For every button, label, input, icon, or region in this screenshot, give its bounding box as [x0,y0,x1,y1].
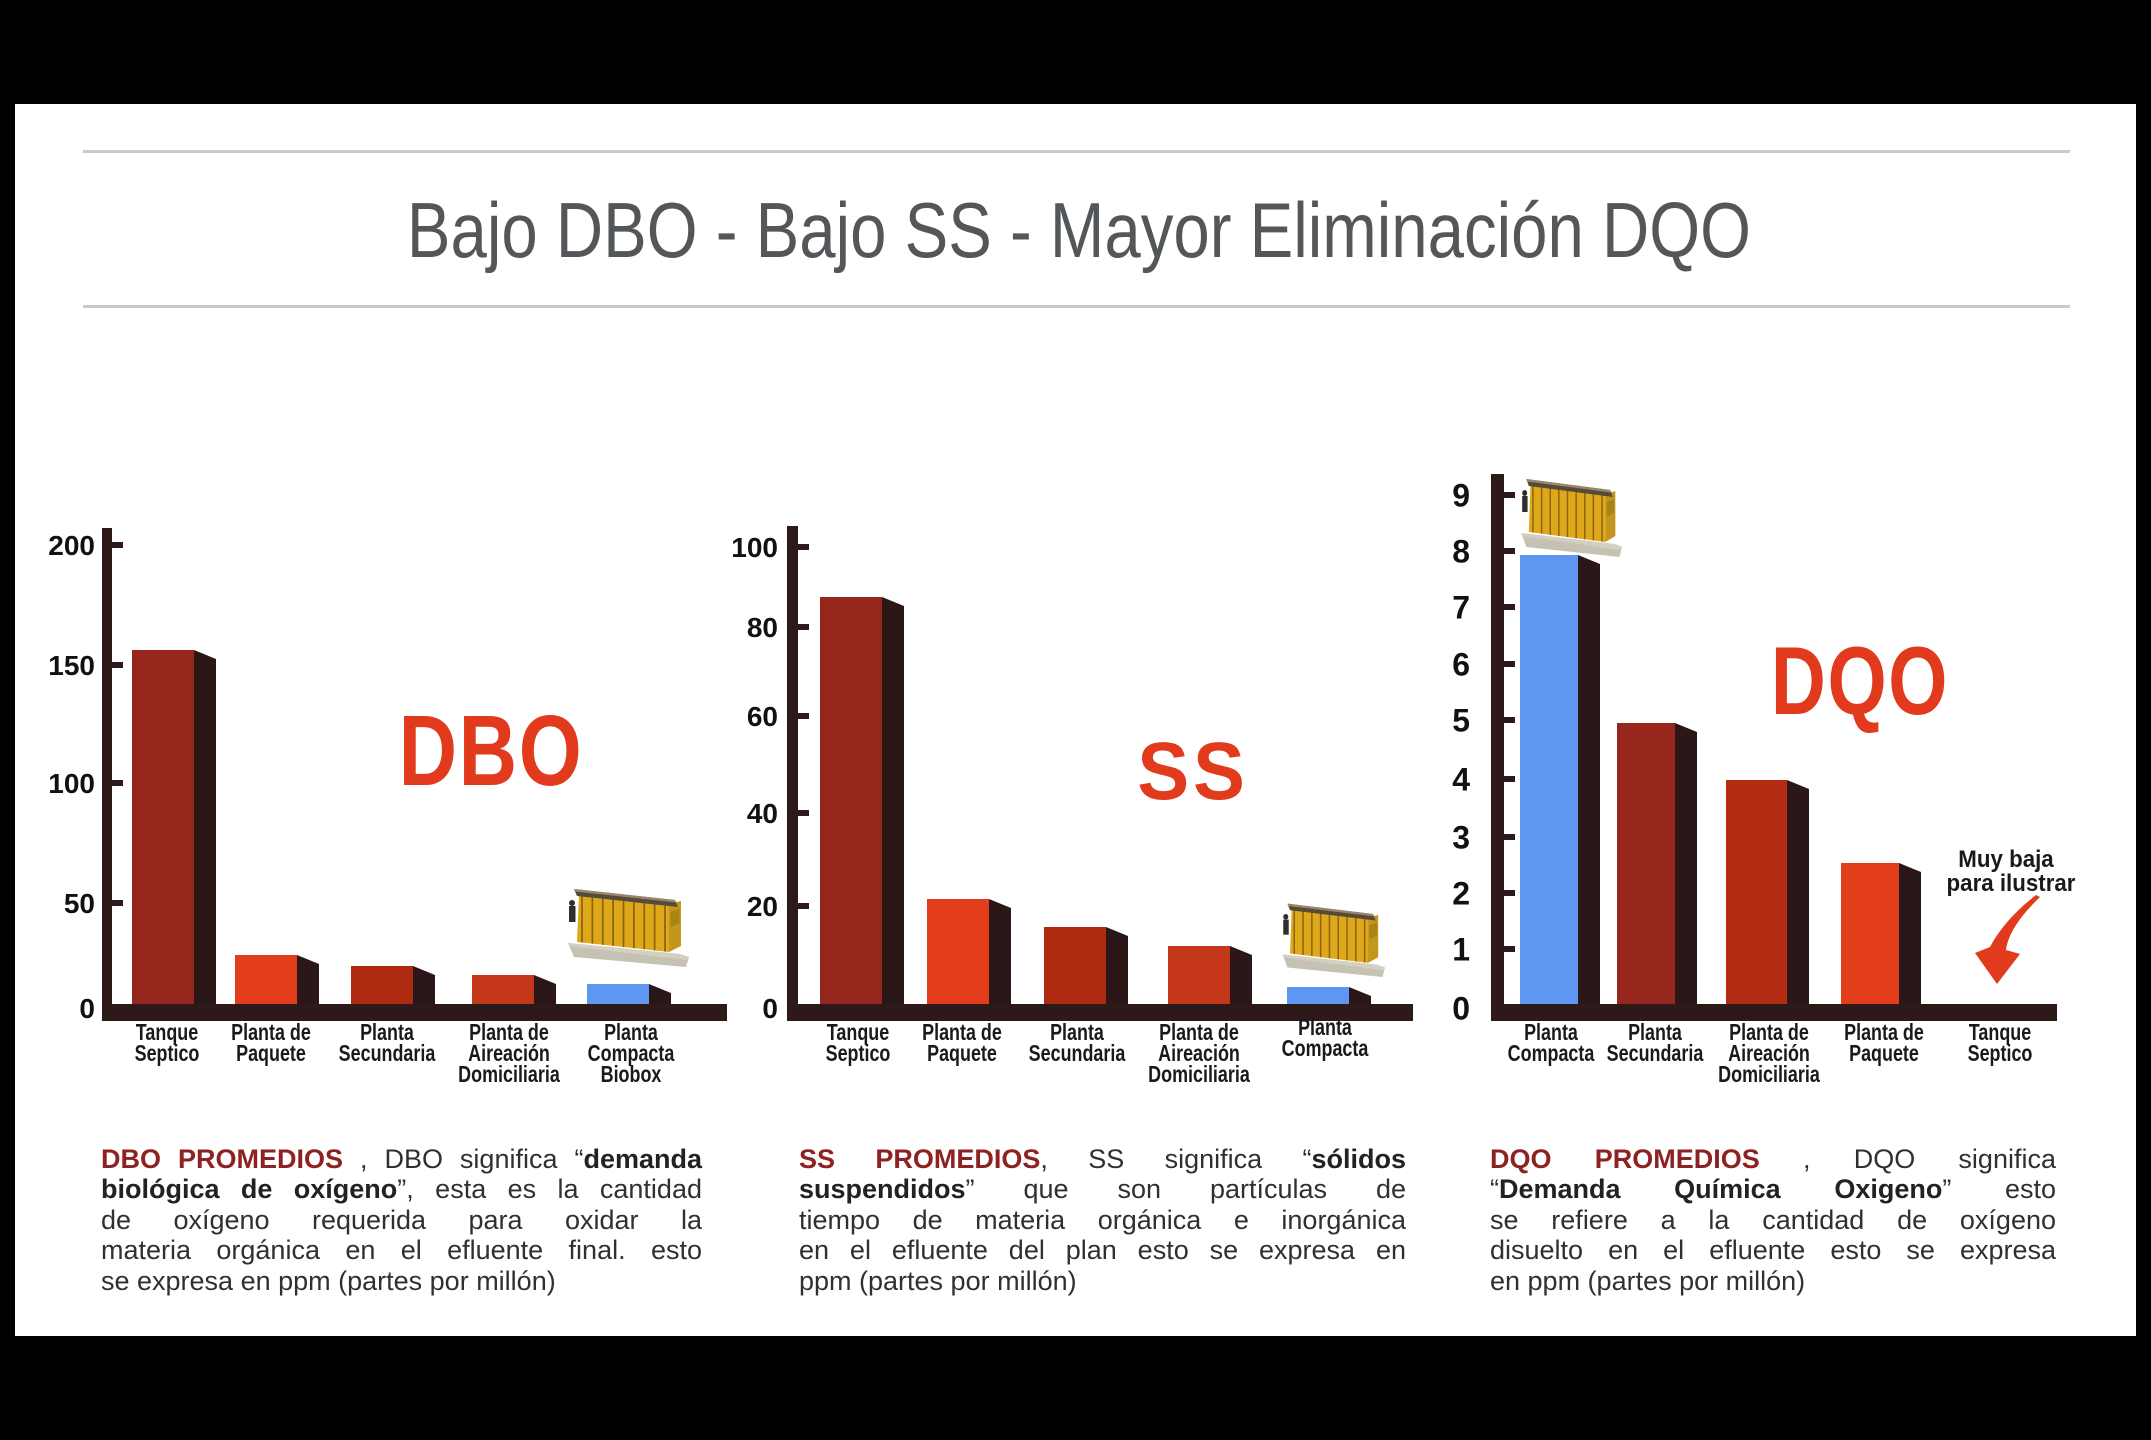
svg-text:Tanque: Tanque [1969,1020,2031,1046]
svg-text:Planta de: Planta de [1844,1020,1924,1046]
svg-text:40: 40 [747,798,778,829]
svg-text:Compacta: Compacta [1508,1041,1595,1067]
svg-text:Tanque: Tanque [827,1020,889,1046]
svg-text:200: 200 [48,530,95,561]
svg-text:Compacta: Compacta [1282,1036,1369,1062]
svg-text:Paquete: Paquete [236,1041,306,1067]
svg-text:Planta: Planta [1298,1015,1352,1041]
svg-text:Planta: Planta [1524,1020,1578,1046]
svg-text:2: 2 [1452,876,1470,912]
svg-text:Secundaria: Secundaria [1607,1041,1704,1067]
svg-text:Planta: Planta [604,1020,658,1046]
svg-text:Planta de: Planta de [1159,1020,1239,1046]
svg-text:Planta de: Planta de [1729,1020,1809,1046]
svg-text:Domiciliaria: Domiciliaria [1718,1062,1820,1088]
svg-text:Secundaria: Secundaria [1029,1041,1126,1067]
svg-text:Planta: Planta [360,1020,414,1046]
svg-text:DBO: DBO [399,696,584,807]
svg-text:6: 6 [1452,647,1470,683]
svg-text:Aireación: Aireación [468,1041,550,1067]
svg-text:Compacta: Compacta [588,1041,675,1067]
svg-text:Biobox: Biobox [601,1062,662,1088]
svg-text:Planta de: Planta de [469,1020,549,1046]
svg-text:Aireación: Aireación [1728,1041,1810,1067]
svg-text:1: 1 [1452,932,1470,968]
svg-text:0: 0 [79,993,95,1024]
svg-text:para ilustrar: para ilustrar [1947,869,2076,896]
svg-text:0: 0 [762,993,778,1024]
svg-text:9: 9 [1452,478,1470,514]
svg-text:20: 20 [747,891,778,922]
svg-text:Septico: Septico [826,1041,891,1067]
svg-text:50: 50 [64,888,95,919]
svg-text:SS: SS [1137,725,1249,816]
svg-text:Secundaria: Secundaria [339,1041,436,1067]
svg-text:0: 0 [1452,991,1470,1027]
svg-text:3: 3 [1452,820,1470,856]
svg-text:Domiciliaria: Domiciliaria [1148,1062,1250,1088]
svg-text:Septico: Septico [135,1041,200,1067]
svg-text:8: 8 [1452,534,1470,570]
svg-text:Domiciliaria: Domiciliaria [458,1062,560,1088]
svg-text:Septico: Septico [1968,1041,2033,1067]
svg-text:4: 4 [1452,762,1470,798]
svg-text:Planta de: Planta de [922,1020,1002,1046]
svg-text:7: 7 [1452,590,1470,626]
svg-text:100: 100 [731,532,778,563]
svg-text:Tanque: Tanque [136,1020,198,1046]
svg-text:5: 5 [1452,703,1470,739]
svg-text:60: 60 [747,701,778,732]
svg-text:Paquete: Paquete [1849,1041,1919,1067]
svg-text:Planta: Planta [1628,1020,1682,1046]
svg-text:Muy baja: Muy baja [1958,845,2055,872]
svg-text:Aireación: Aireación [1158,1041,1240,1067]
svg-text:150: 150 [48,650,95,681]
svg-text:Paquete: Paquete [927,1041,997,1067]
svg-text:80: 80 [747,612,778,643]
svg-text:100: 100 [48,768,95,799]
svg-text:Planta de: Planta de [231,1020,311,1046]
svg-text:Planta: Planta [1050,1020,1104,1046]
svg-text:DQO: DQO [1771,627,1949,735]
